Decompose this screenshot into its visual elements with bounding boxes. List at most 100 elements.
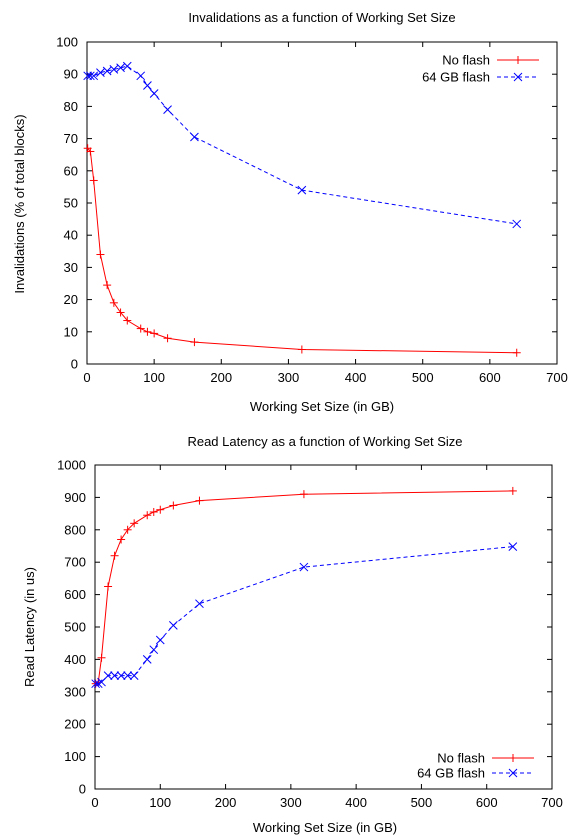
x-tick-label: 200 (215, 795, 237, 810)
y-tick-label: 100 (56, 35, 78, 50)
x-tick-label: 0 (91, 795, 98, 810)
series-0-point (104, 582, 113, 591)
series-0-point (123, 525, 132, 534)
chart-title: Invalidations as a function of Working S… (188, 10, 455, 25)
y-tick-label: 20 (64, 292, 78, 307)
x-tick-label: 0 (83, 370, 90, 385)
series-1-point (190, 132, 199, 142)
x-tick-label: 400 (345, 370, 367, 385)
y-tick-label: 500 (64, 620, 86, 635)
series-1-point (297, 185, 307, 195)
series-1-point (195, 599, 204, 609)
x-axis-label: Working Set Size (in GB) (250, 399, 394, 414)
series-0-point (116, 308, 125, 317)
series-0-point (117, 535, 126, 544)
legend-label: No flash (437, 751, 485, 766)
x-tick-label: 600 (479, 370, 501, 385)
x-tick-label: 300 (280, 795, 302, 810)
series-1-point (116, 63, 125, 73)
y-tick-label: 90 (64, 67, 78, 82)
series-0-point (86, 147, 95, 156)
series-0-point (149, 507, 158, 516)
x-tick-label: 100 (149, 795, 171, 810)
series-0-point (150, 329, 159, 338)
series-1-point (122, 61, 132, 71)
series-line-0 (87, 147, 517, 354)
y-tick-label: 300 (64, 684, 86, 699)
x-tick-label: 700 (541, 795, 563, 810)
series-1-point (142, 655, 152, 664)
x-axis-label: Working Set Size (in GB) (253, 820, 397, 835)
series-0-point (103, 281, 112, 290)
series-1-point (299, 562, 309, 572)
series-1-point (91, 679, 101, 689)
series-0-point (97, 653, 106, 662)
y-tick-label: 80 (64, 99, 78, 114)
series-1-point (109, 65, 119, 74)
series-0-point (89, 176, 98, 185)
y-tick-label: 900 (64, 490, 86, 505)
read-latency-chart: Read Latency as a function of Working Se… (22, 434, 563, 835)
x-tick-label: 600 (476, 795, 498, 810)
legend-marker (514, 56, 522, 64)
series-1-point (508, 542, 518, 552)
series-0-point (508, 486, 517, 495)
y-tick-label: 100 (64, 749, 86, 764)
y-tick-label: 40 (64, 228, 78, 243)
series-1-point (110, 671, 119, 680)
legend-entry: 64 GB flash (422, 70, 539, 85)
series-0-point (143, 511, 152, 520)
series-0-point (512, 348, 521, 357)
y-tick-label: 10 (64, 324, 78, 339)
legend-label: No flash (442, 53, 490, 68)
x-tick-label: 500 (411, 795, 433, 810)
series-1-point (86, 71, 95, 81)
x-tick-label: 700 (546, 370, 568, 385)
series-1-point (102, 66, 112, 76)
y-tick-label: 0 (79, 782, 86, 797)
y-tick-label: 700 (64, 555, 86, 570)
series-0-point (195, 496, 204, 505)
legend-marker (513, 72, 523, 82)
x-tick-label: 400 (345, 795, 367, 810)
series-1-point (129, 671, 139, 680)
series-1-point (89, 71, 99, 81)
series-0-point (297, 345, 306, 354)
y-tick-label: 60 (64, 163, 78, 178)
series-0-point (156, 505, 165, 514)
series-0-point (130, 519, 139, 528)
series-1-point (136, 71, 146, 81)
legend-marker (509, 754, 517, 762)
series-line-0 (95, 490, 513, 685)
series-0-point (110, 551, 119, 560)
legend-entry: No flash (437, 751, 534, 766)
y-tick-label: 50 (64, 196, 78, 211)
y-axis-label: Read Latency (in us) (22, 567, 37, 687)
series-1-point (163, 105, 172, 114)
y-tick-label: 600 (64, 587, 86, 602)
series-1-point (96, 68, 105, 77)
plot-area: 0 100 200 300 400 500 600 700 0 100 200 300 400 500 60… (57, 458, 563, 811)
y-tick-label: 70 (64, 131, 78, 146)
series-0-point (109, 298, 118, 307)
series-0-point (96, 250, 105, 259)
series-0-point (169, 501, 178, 510)
series-1-point (512, 219, 522, 229)
series-1-point (143, 81, 152, 90)
series-0-point (136, 324, 145, 333)
plot-area: 0 100 200 300 400 500 600 700 0 10 20 30 40 50 60 70 80 9… (56, 35, 568, 386)
series-1-point (123, 671, 132, 680)
y-tick-label: 0 (71, 357, 78, 372)
series-1-point (155, 635, 165, 645)
series-0-point (143, 327, 152, 336)
x-tick-label: 500 (412, 370, 434, 385)
series-0-point (299, 490, 308, 499)
y-tick-label: 1000 (57, 458, 86, 473)
chart-title: Read Latency as a function of Working Se… (187, 434, 462, 449)
y-tick-label: 800 (64, 522, 86, 537)
y-axis-label: Invalidations (% of total blocks) (12, 114, 27, 293)
series-1-point (103, 671, 113, 680)
series-line-1 (87, 65, 517, 225)
series-0-point (190, 338, 199, 347)
